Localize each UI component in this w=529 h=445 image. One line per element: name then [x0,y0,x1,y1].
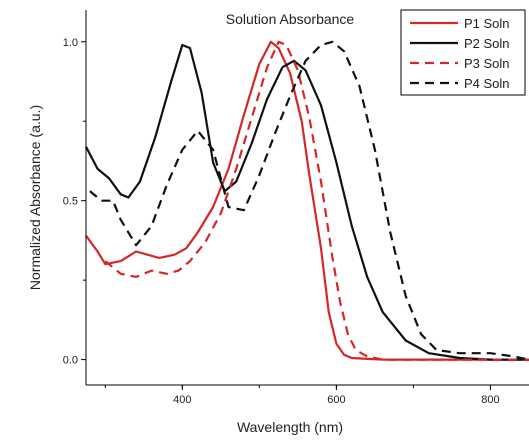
legend-label-1: P1 Soln [464,16,510,31]
legend-label-3: P3 Soln [464,56,510,71]
chart-title: Solution Absorbance [226,11,355,27]
axes: 400 600 800 0.0 0.5 1.0 [63,10,529,406]
series-line-3 [104,40,529,361]
x-tick-label: 400 [173,394,191,406]
y-axis-title: Normalized Absorbance (a.u.) [27,105,43,290]
x-tick-label: 800 [481,394,499,406]
x-axis-title: Wavelength (nm) [237,419,343,435]
y-tick-label: 1.0 [63,37,78,49]
series-line-4 [89,40,529,361]
legend-label-4: P4 Soln [464,76,510,91]
legend-box [400,9,526,96]
x-tick-label: 600 [327,394,345,406]
y-tick-label: 0.5 [63,196,78,208]
legend-label-2: P2 Soln [464,36,510,51]
legend: P1 Soln P2 Soln P3 Soln P4 Soln [400,9,526,96]
series-line-2 [85,43,529,361]
y-tick-label: 0.0 [63,355,78,367]
series-line-1 [85,40,529,361]
plot-area [85,40,529,361]
